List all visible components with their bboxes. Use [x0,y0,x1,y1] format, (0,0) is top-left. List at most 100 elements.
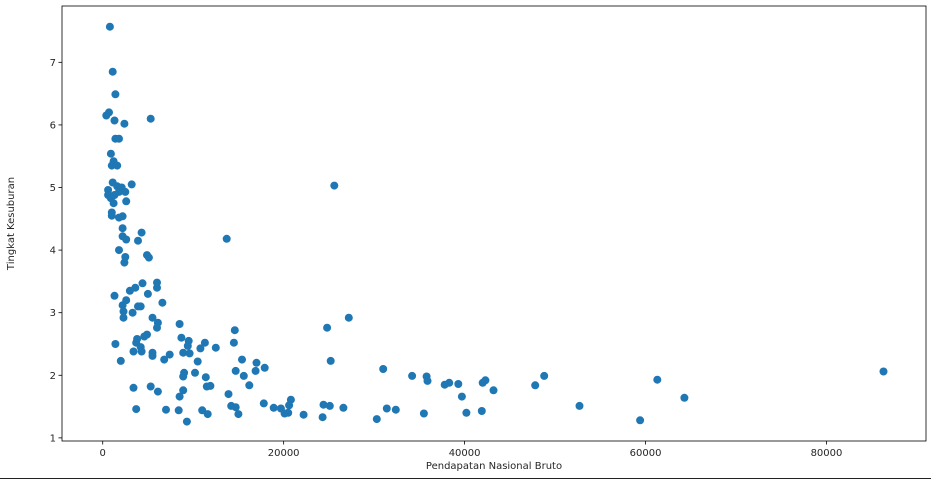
data-point [136,302,145,311]
data-point [115,187,123,196]
data-point [477,407,486,415]
data-point [203,410,212,419]
y-tick-label: 4 [50,246,56,257]
data-point [115,246,123,255]
data-point [211,343,220,352]
data-point [108,67,117,76]
data-point [160,355,169,364]
data-point [107,208,116,217]
data-point [177,333,186,342]
y-tick-label: 2 [50,371,56,382]
plot-frame [61,5,927,442]
y-tick-label: 6 [50,120,56,131]
data-point [118,301,127,310]
data-point [372,415,381,424]
data-point [111,340,120,348]
data-point [153,323,161,332]
data-point [408,371,417,380]
data-point [252,358,261,367]
y-axis-label: Tingkat Kesuburan [6,177,17,271]
data-point [174,406,183,415]
data-point [245,381,254,390]
data-point [879,367,888,376]
data-point [653,375,662,384]
data-point [323,323,332,332]
data-point [148,313,157,322]
data-point [330,181,339,190]
data-point [234,410,243,419]
data-point [319,400,328,409]
data-point [229,338,238,347]
data-point [299,410,308,419]
data-point [540,371,549,380]
data-point [222,234,231,243]
data-point [105,22,114,31]
data-point [128,308,137,317]
data-point [118,212,127,221]
data-point [182,417,191,426]
data-point [636,416,645,425]
data-point [382,404,391,413]
data-point [127,180,136,189]
y-axis: 1 2 3 4 5 6 7 [50,58,62,444]
data-point [119,307,128,316]
data-point [179,348,188,357]
data-point [191,368,199,377]
data-point [231,366,240,375]
data-point [109,199,118,208]
data-point [116,356,125,365]
data-point [680,393,689,402]
data-point [224,390,233,399]
data-point [454,380,463,388]
data-point [140,332,149,341]
data-point [129,383,138,392]
data-point [120,258,129,267]
data-point [158,298,167,307]
data-point [419,409,428,418]
data-point [132,405,141,414]
data-point [125,286,134,295]
data-point [137,228,146,237]
data-point [260,363,269,372]
y-tick-label: 1 [50,433,56,444]
data-point [206,381,215,390]
data-point [120,119,129,128]
data-point [183,341,192,350]
data-point [134,236,142,245]
data-point [344,313,353,322]
data-point [148,351,157,360]
data-point [531,381,540,390]
data-point [462,408,471,417]
data-point [379,365,388,373]
x-axis-label: Pendapatan Nasional Bruto [426,461,562,472]
data-point [137,347,146,356]
x-tick-label: 0 [100,448,106,459]
data-point [259,399,268,408]
data-point [284,408,293,417]
data-point [285,401,294,410]
data-point [239,371,248,380]
data-point [110,116,119,125]
data-point [179,386,188,395]
data-point [489,386,498,395]
data-point [200,338,209,347]
points-layer [102,22,888,426]
data-point [153,283,161,292]
y-tick-label: 5 [50,183,56,194]
data-point [179,372,188,381]
y-tick-label: 3 [50,308,56,319]
data-point [175,392,184,401]
data-point [251,366,260,375]
data-point [162,405,170,414]
data-point [105,108,113,117]
x-tick-label: 40000 [449,448,481,459]
data-point [196,344,205,353]
data-point [146,382,155,391]
data-point [143,289,152,298]
data-point [193,357,202,366]
data-point [391,405,400,414]
data-point [115,134,123,143]
data-point [165,350,174,359]
